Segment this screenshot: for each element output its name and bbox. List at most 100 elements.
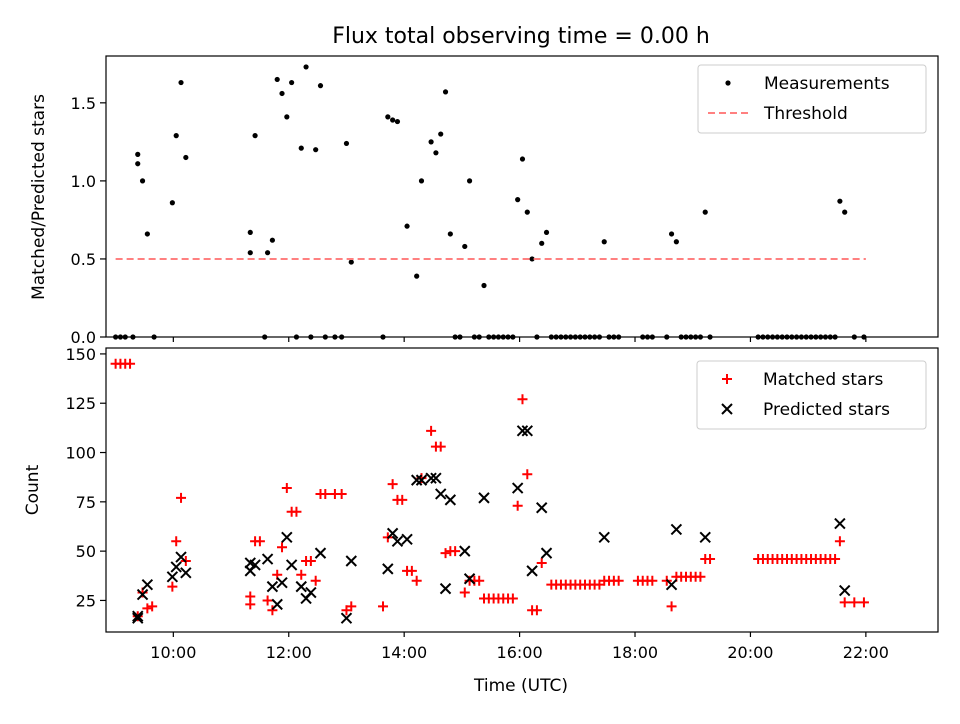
measurement-point <box>515 197 521 203</box>
predicted-star-point <box>175 551 187 563</box>
bottom-data-layer <box>110 358 869 624</box>
predicted-star-point <box>435 488 447 500</box>
measurement-point <box>418 178 425 184</box>
bottom-y-tick-label: 25 <box>76 591 96 610</box>
measurement-point <box>317 83 324 89</box>
matched-star-point <box>320 488 331 499</box>
matched-star-point <box>435 441 446 452</box>
measurement-point <box>169 200 175 206</box>
measurement-point <box>144 231 150 237</box>
measurement-point <box>673 239 679 245</box>
measurement-point <box>247 229 253 236</box>
matched-star-point <box>440 548 451 559</box>
matched-star-point <box>277 542 288 553</box>
matched-star-point <box>346 601 357 612</box>
top-y-axis: 0.0 0.5 1.0 1.5 <box>71 94 106 347</box>
legend-swatch <box>721 403 733 415</box>
matched-star-point <box>397 494 408 505</box>
measurement-point <box>264 250 271 256</box>
measurement-point <box>279 90 285 97</box>
matched-star-point <box>176 492 187 503</box>
legend-label: Threshold <box>763 104 848 124</box>
predicted-star-point <box>516 425 529 437</box>
measurement-point <box>247 250 253 256</box>
matched-star-point <box>858 597 869 608</box>
predicted-star-point <box>415 474 428 486</box>
predicted-star-point <box>598 531 610 544</box>
bottom-y-tick-label: 50 <box>76 542 96 561</box>
matched-star-point <box>147 601 158 612</box>
legend-label: Measurements <box>764 74 890 94</box>
predicted-star-point <box>410 474 423 486</box>
matched-star-point <box>536 557 547 568</box>
matched-star-point <box>310 575 321 586</box>
predicted-star-point <box>521 425 533 437</box>
predicted-star-point <box>463 573 476 585</box>
legend-swatch <box>725 80 731 86</box>
x-axis-label: Time (UTC) <box>473 676 568 696</box>
matched-star-point <box>426 425 437 436</box>
figure-title: Flux total observing time = 0.00 h <box>332 24 710 49</box>
measurement-point <box>447 231 453 237</box>
measurement-point <box>481 282 487 289</box>
predicted-star-point <box>132 610 144 622</box>
predicted-star-point <box>276 576 288 589</box>
measurement-point <box>394 118 401 125</box>
predicted-star-point <box>459 545 471 557</box>
matched-star-point <box>296 569 307 580</box>
predicted-star-point <box>261 553 274 565</box>
matched-star-point <box>281 483 292 494</box>
predicted-star-point <box>425 472 437 484</box>
predicted-star-point <box>444 494 457 506</box>
predicted-star-point <box>132 612 144 624</box>
measurement-point <box>173 133 179 139</box>
matched-star-point <box>474 575 485 586</box>
measurement-point <box>524 209 530 215</box>
measurement-point <box>529 256 535 262</box>
x-tick-label: 12:00 <box>266 643 312 662</box>
measurement-point <box>442 89 449 95</box>
predicted-star-point <box>170 561 182 573</box>
measurement-point <box>289 79 295 86</box>
bottom-y-tick-label: 100 <box>65 444 96 463</box>
x-tick-label: 20:00 <box>727 643 773 662</box>
predicted-star-point <box>391 535 404 547</box>
matched-star-point <box>531 605 542 616</box>
predicted-star-point <box>665 578 678 591</box>
measurement-point <box>252 133 258 139</box>
bottom-y-tick-label: 125 <box>65 394 96 413</box>
measurement-point <box>183 154 189 161</box>
matched-star-point <box>142 603 153 614</box>
matched-star-point <box>459 587 470 598</box>
predicted-star-point <box>314 547 327 559</box>
predicted-star-point <box>386 527 399 540</box>
matched-star-point <box>613 575 624 586</box>
matched-star-point <box>387 479 398 490</box>
legend-frame <box>697 64 927 134</box>
bottom-plot-frame <box>105 347 939 633</box>
predicted-star-point <box>285 559 298 571</box>
matched-star-point <box>830 554 841 565</box>
matched-star-point <box>411 575 422 586</box>
measurement-point <box>348 259 354 265</box>
matched-star-point <box>695 571 706 582</box>
predicted-star-point <box>430 472 442 484</box>
matched-star-point <box>336 488 347 499</box>
matched-star-point <box>705 554 716 565</box>
legend-label: Matched stars <box>763 370 883 390</box>
measurement-point <box>539 240 545 246</box>
predicted-star-point <box>478 492 490 504</box>
top-x-ticks <box>172 337 867 342</box>
matched-star-point <box>245 599 256 610</box>
matched-star-point <box>254 536 265 547</box>
matched-star-point <box>450 546 461 557</box>
matched-star-point <box>406 565 417 576</box>
matched-star-point <box>262 595 273 606</box>
measurement-point <box>269 237 275 243</box>
predicted-star-point <box>166 571 179 583</box>
bottom-x-axis: 10:00 12:00 14:00 16:00 18:00 20:00 22:00 <box>150 632 889 662</box>
matched-star-point <box>517 394 528 405</box>
matched-star-point <box>125 358 136 369</box>
measurement-point <box>837 198 843 204</box>
